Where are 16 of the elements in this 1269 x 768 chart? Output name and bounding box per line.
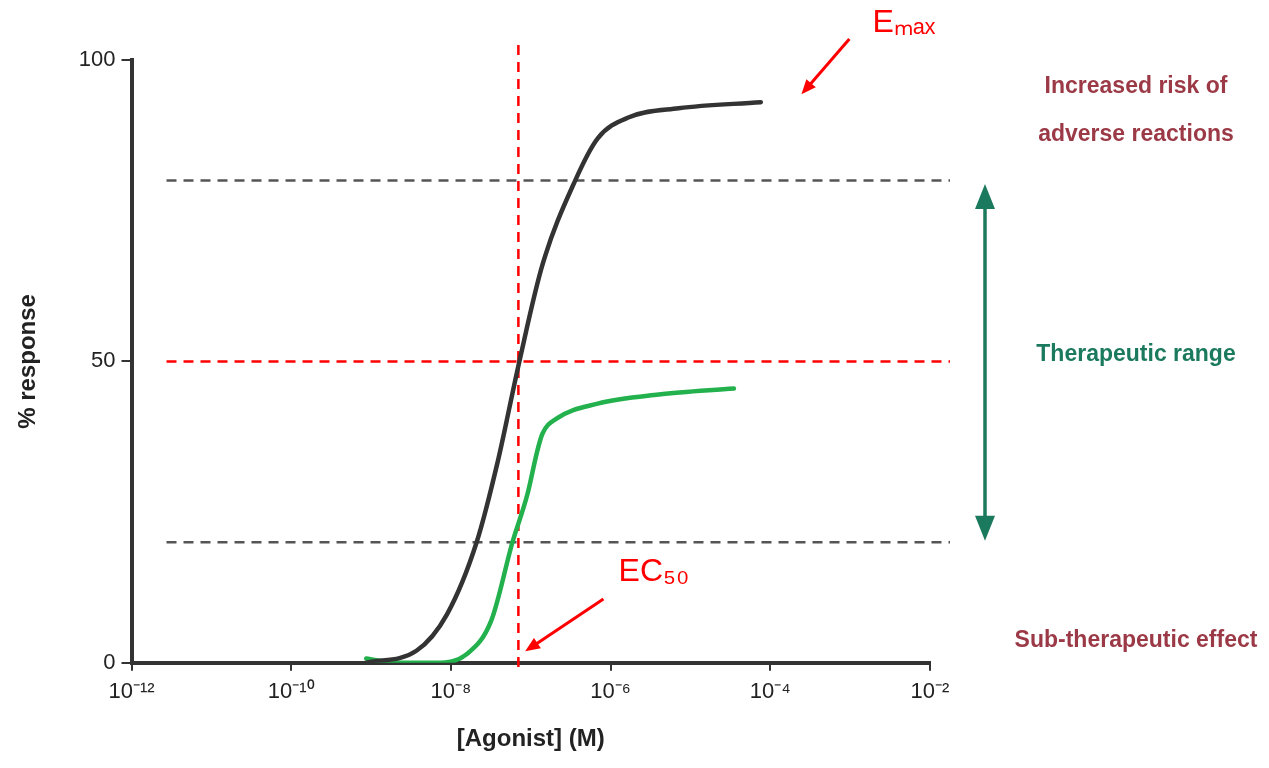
text: Therapeutic range <box>1036 339 1236 366</box>
text: Eₘₐₓ <box>872 2 936 39</box>
y-tick-label: 0 <box>103 648 116 674</box>
x-tick-label: 10⁻² <box>910 678 950 704</box>
text: Sub-therapeutic effect <box>1014 625 1258 652</box>
x-tick-label: 10⁻⁶ <box>590 678 631 704</box>
x-tick-label: 10⁻¹² <box>108 678 155 704</box>
x-axis-title: [Agonist] (M) <box>456 724 605 752</box>
x-tick-label: 10⁻⁴ <box>749 678 791 704</box>
annotation: EC₅₀ <box>618 551 690 588</box>
y-axis-title: % response <box>13 294 41 429</box>
x-tick-label: 10⁻¹⁰ <box>267 678 315 704</box>
x-tick-label: 10⁻⁸ <box>430 678 472 704</box>
y-tick-label: 50 <box>91 347 116 373</box>
text: Increased risk of adverse reactions <box>1038 71 1234 146</box>
y-tick-label: 100 <box>78 46 116 72</box>
